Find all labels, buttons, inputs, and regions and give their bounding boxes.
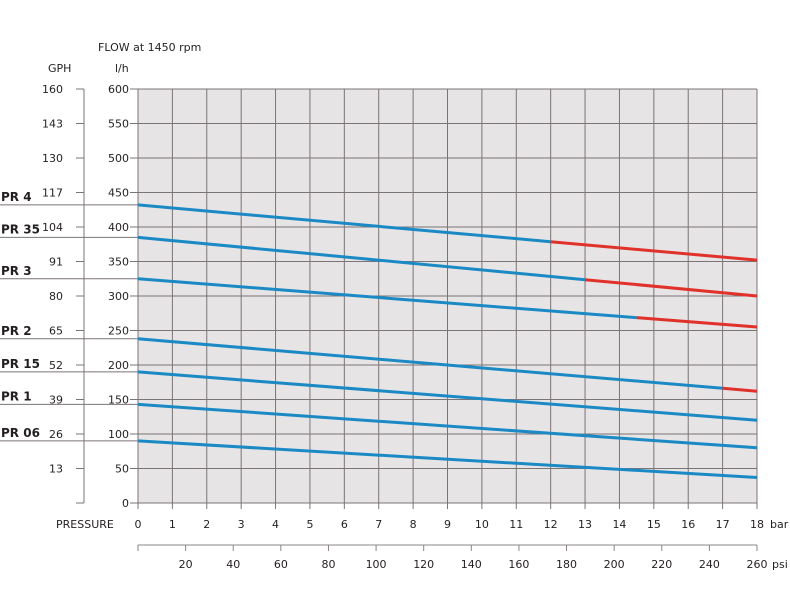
lh-tick-label: 300 — [108, 290, 129, 303]
x-tick-label: 5 — [306, 518, 313, 531]
psi-tick-label: 240 — [699, 558, 720, 571]
series-line-normal — [137, 203, 551, 244]
series-line-normal — [137, 235, 586, 282]
gph-tick-label: 39 — [49, 394, 63, 407]
chart-title: FLOW at 1450 rpm — [98, 41, 201, 54]
gph-tick-label: 65 — [49, 325, 63, 338]
x-tick-label: 9 — [444, 518, 451, 531]
psi-tick-label: 100 — [366, 558, 387, 571]
psi-tick-label: 40 — [226, 558, 240, 571]
psi-tick-label: 60 — [274, 558, 288, 571]
lh-tick-label: 50 — [115, 463, 129, 476]
x-tick-label: 2 — [203, 518, 210, 531]
x-tick-label: 0 — [135, 518, 142, 531]
lh-tick-label: 200 — [108, 359, 129, 372]
x-tick-label: 16 — [681, 518, 695, 531]
series-line-normal — [137, 370, 758, 422]
x-tick-label: 13 — [578, 518, 592, 531]
series-line-normal — [137, 277, 637, 320]
gph-tick-label: 160 — [42, 83, 63, 96]
series-line-normal — [137, 439, 758, 479]
gph-tick-label: 52 — [49, 359, 63, 372]
x-tick-label: 10 — [475, 518, 489, 531]
lh-tick-label: 500 — [108, 152, 129, 165]
psi-tick-label: 180 — [556, 558, 577, 571]
lh-tick-label: 250 — [108, 325, 129, 338]
lh-tick-label: 400 — [108, 221, 129, 234]
series-label: PR 06 — [1, 426, 40, 440]
gph-tick-label: 26 — [49, 428, 63, 441]
psi-tick-label: 160 — [508, 558, 529, 571]
psi-tick-label: 120 — [413, 558, 434, 571]
series-label: PR 4 — [1, 190, 32, 204]
series-line-normal — [137, 402, 758, 450]
x-tick-label: 15 — [647, 518, 661, 531]
series-label: PR 2 — [1, 324, 32, 338]
series-label: PR 35 — [1, 222, 40, 236]
gph-axis-label: GPH — [48, 62, 71, 75]
gph-tick-label: 104 — [42, 221, 63, 234]
psi-unit-label: psi — [772, 558, 788, 571]
gph-tick-label: 80 — [49, 290, 63, 303]
gph-tick-label: 130 — [42, 152, 63, 165]
series-line-limit — [722, 386, 758, 393]
series-label: PR 1 — [1, 389, 32, 403]
series-line-limit — [636, 316, 758, 329]
x-tick-label: 8 — [410, 518, 417, 531]
lh-tick-label: 0 — [122, 497, 129, 510]
bar-unit-label: bar — [770, 518, 789, 531]
lh-tick-label: 600 — [108, 83, 129, 96]
x-tick-label: 12 — [544, 518, 558, 531]
lh-tick-label: 150 — [108, 394, 129, 407]
series-line-normal — [137, 337, 723, 390]
series-line-limit — [584, 278, 758, 298]
gph-tick-label: 117 — [42, 187, 63, 200]
psi-tick-label: 80 — [321, 558, 335, 571]
lh-tick-label: 100 — [108, 428, 129, 441]
x-tick-label: 1 — [169, 518, 176, 531]
series-line-limit — [550, 240, 758, 262]
psi-tick-label: 260 — [747, 558, 768, 571]
x-tick-label: 14 — [612, 518, 626, 531]
psi-tick-label: 140 — [461, 558, 482, 571]
x-tick-label: 3 — [238, 518, 245, 531]
x-tick-label: 18 — [750, 518, 764, 531]
lh-tick-label: 350 — [108, 256, 129, 269]
series-label: PR 3 — [1, 264, 32, 278]
lh-tick-label: 450 — [108, 187, 129, 200]
x-tick-label: 6 — [341, 518, 348, 531]
lh-tick-label: 550 — [108, 118, 129, 131]
gph-tick-label: 143 — [42, 118, 63, 131]
lh-axis-label: l/h — [115, 62, 129, 75]
x-tick-label: 7 — [375, 518, 382, 531]
gph-tick-label: 91 — [49, 256, 63, 269]
psi-tick-label: 220 — [651, 558, 672, 571]
x-tick-label: 11 — [509, 518, 523, 531]
psi-tick-label: 200 — [604, 558, 625, 571]
gph-tick-label: 13 — [49, 463, 63, 476]
series-label: PR 15 — [1, 357, 40, 371]
x-tick-label: 4 — [272, 518, 279, 531]
pressure-label: PRESSURE — [56, 518, 114, 531]
x-tick-label: 17 — [716, 518, 730, 531]
psi-tick-label: 20 — [179, 558, 193, 571]
